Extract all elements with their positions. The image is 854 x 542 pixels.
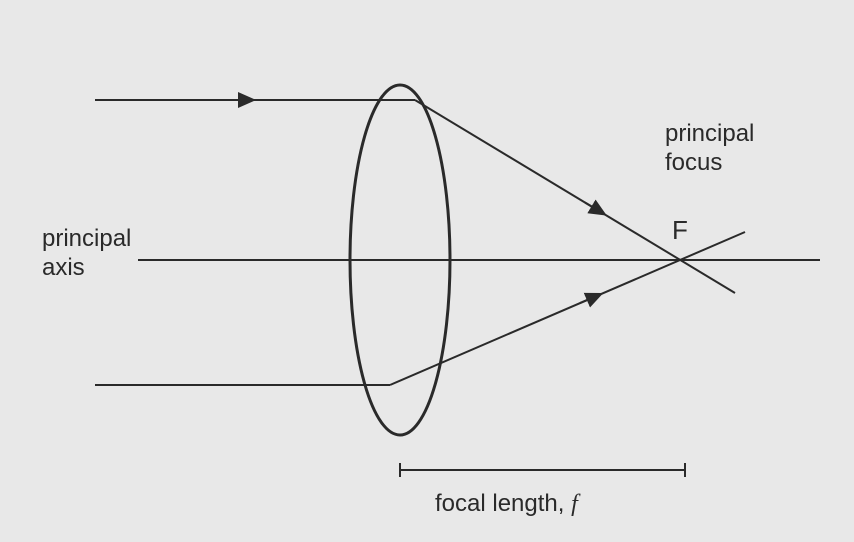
lens-diagram: principal axis principal focus F focal l… bbox=[0, 0, 854, 542]
ray-bottom-refracted-arrow bbox=[580, 296, 596, 303]
ray-bottom-refracted bbox=[390, 232, 745, 385]
ray-top-refracted-arrow bbox=[585, 203, 600, 212]
focal-length-prefix: focal length, bbox=[435, 490, 571, 517]
principal-focus-text-2: focus bbox=[665, 149, 722, 176]
principal-axis-text-2: axis bbox=[42, 254, 85, 281]
principal-axis-text-1: principal bbox=[42, 225, 131, 252]
principal-focus-label: principal focus bbox=[665, 120, 754, 178]
principal-focus-text-1: principal bbox=[665, 120, 754, 147]
principal-axis-label: principal axis bbox=[42, 225, 131, 283]
focal-length-symbol: f bbox=[571, 491, 578, 517]
focal-length-label: focal length, f bbox=[435, 490, 578, 519]
focus-point-label: F bbox=[672, 215, 688, 246]
focus-point-text: F bbox=[672, 215, 688, 245]
